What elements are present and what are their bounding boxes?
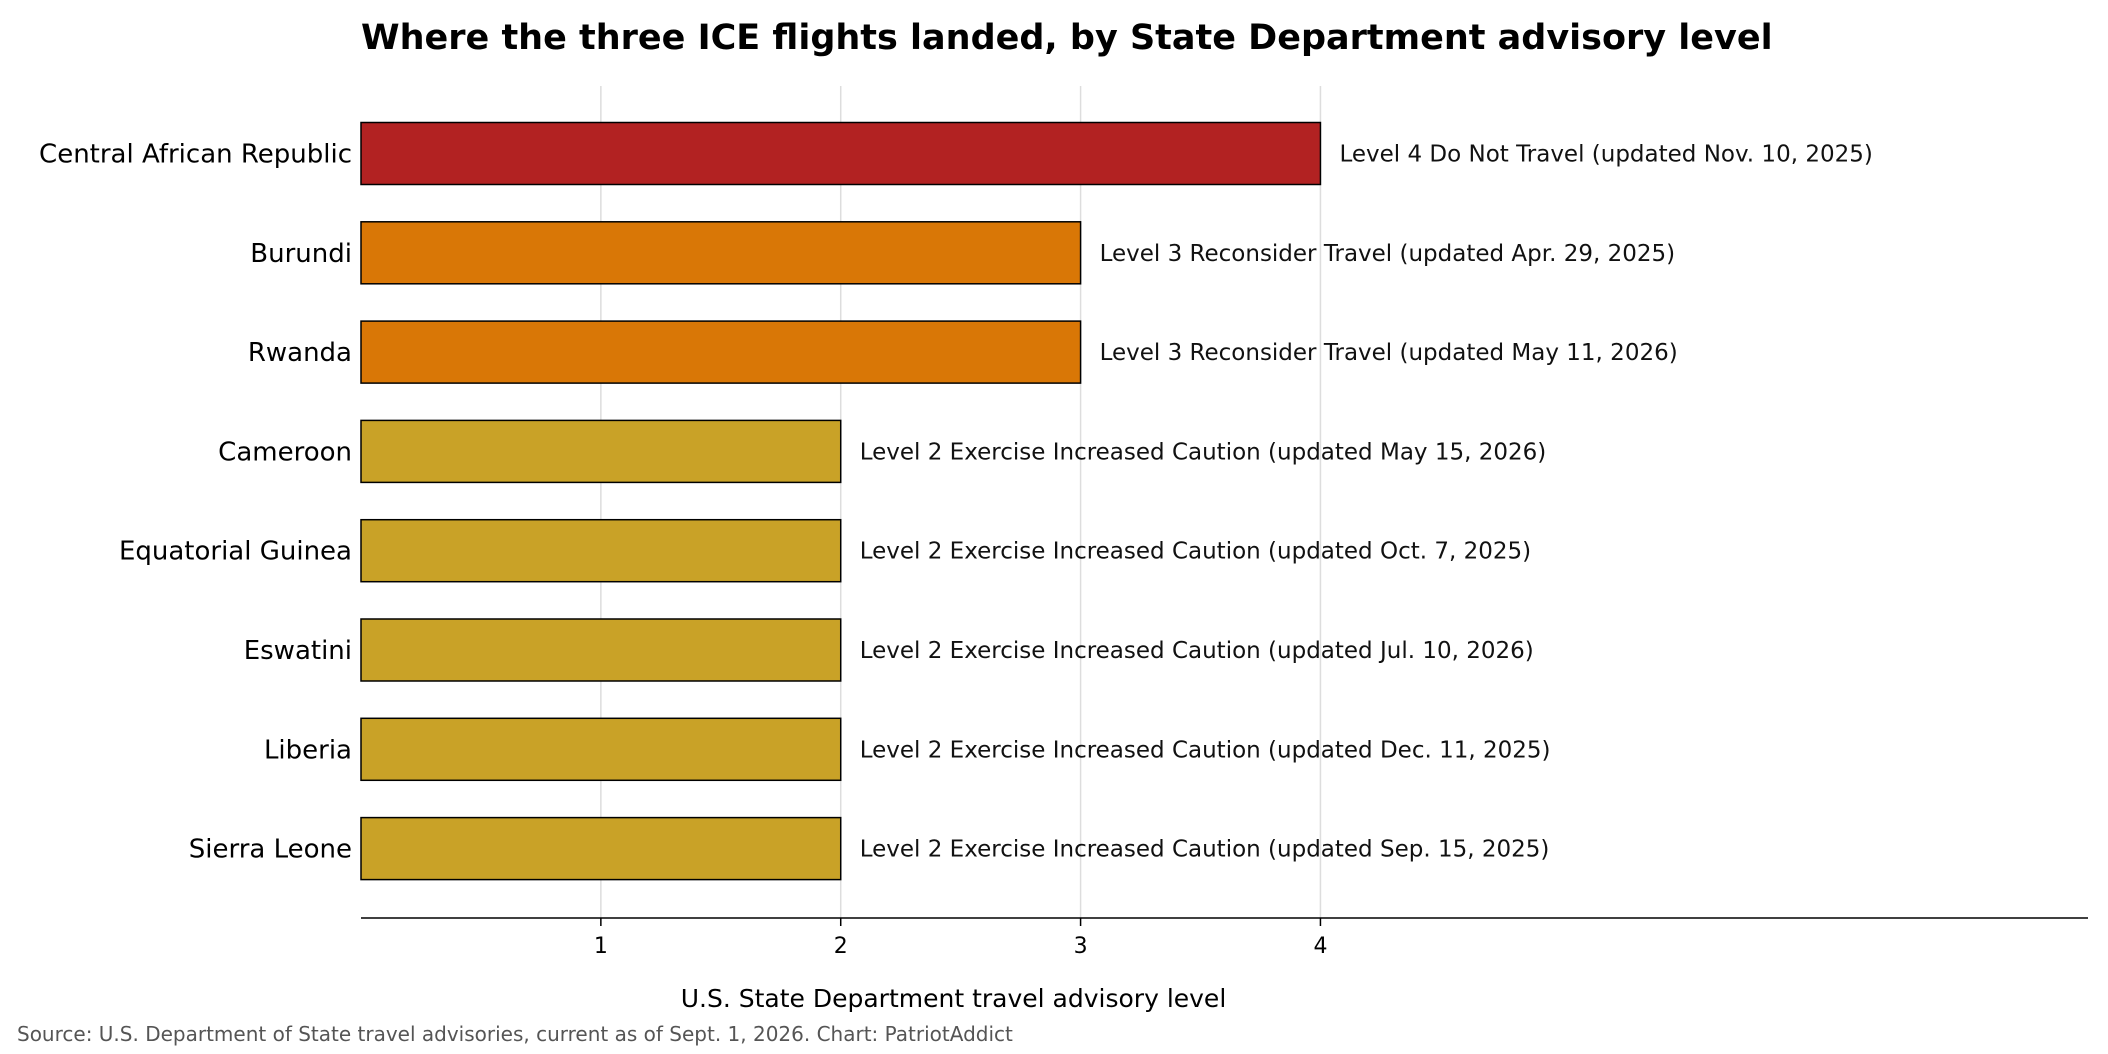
bar-annotation: Level 2 Exercise Increased Caution (upda… [860, 837, 1550, 863]
bar-annotation: Level 2 Exercise Increased Caution (upda… [860, 737, 1551, 763]
chart-title: Where the three ICE flights landed, by S… [361, 18, 1773, 58]
x-tick-label: 4 [1313, 934, 1327, 959]
x-axis-label: U.S. State Department travel advisory le… [681, 984, 1227, 1013]
bar-annotation: Level 2 Exercise Increased Caution (upda… [860, 439, 1547, 465]
x-axis: U.S. State Department travel advisory le… [361, 917, 2088, 1013]
bar-annotation: Level 2 Exercise Increased Caution (upda… [860, 539, 1531, 565]
bar [360, 816, 842, 881]
x-tick-label: 1 [594, 934, 608, 959]
category-label: Equatorial Guinea [119, 537, 352, 567]
bar [360, 717, 842, 782]
category-label: Liberia [264, 735, 352, 765]
grid-lines [600, 86, 1322, 918]
x-tick-label: 3 [1074, 934, 1088, 959]
bar [360, 320, 1082, 384]
x-tick-label: 2 [834, 934, 848, 959]
bar-annotation: Level 2 Exercise Increased Caution (upda… [860, 638, 1534, 664]
category-label: Rwanda [248, 338, 352, 368]
category-label: Sierra Leone [189, 835, 352, 865]
bar-annotation: Level 3 Reconsider Travel (updated May 1… [1100, 340, 1678, 366]
source-note: Source: U.S. Department of State travel … [17, 1022, 1013, 1046]
bar [360, 121, 1322, 186]
bar [360, 221, 1082, 285]
category-label: Eswatini [244, 636, 352, 666]
bar-annotation: Level 4 Do Not Travel (updated Nov. 10, … [1339, 142, 1872, 168]
category-label: Cameroon [218, 437, 352, 467]
bar [360, 518, 842, 583]
category-label: Burundi [250, 239, 352, 269]
bar-annotation: Level 3 Reconsider Travel (updated Apr. … [1100, 241, 1676, 267]
category-label: Central African Republic [39, 140, 352, 170]
bar [360, 618, 842, 682]
bar [360, 419, 842, 484]
bars: Central African Republic Level 4 Do Not T… [39, 121, 1873, 881]
